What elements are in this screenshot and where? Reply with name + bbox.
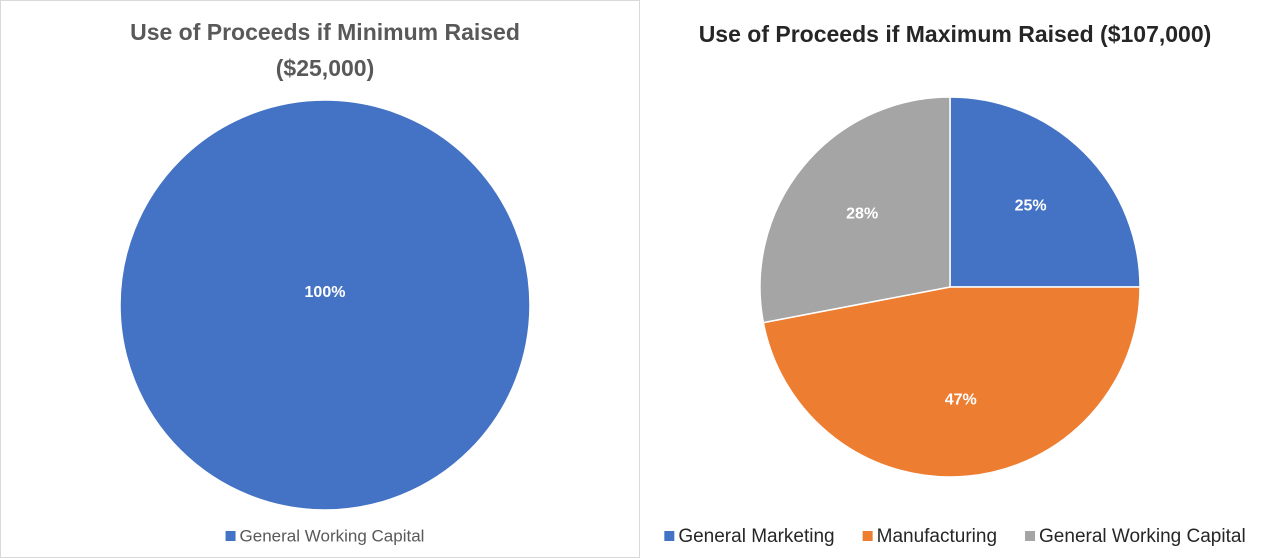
- pie-slice: [762, 286, 1141, 478]
- chart-title: Use of Proceeds if Minimum Raised ($25,0…: [130, 19, 520, 81]
- legend-swatch: [225, 531, 236, 541]
- data-label: 47%: [945, 392, 977, 409]
- pie-slice: [119, 99, 531, 511]
- chart-title: Use of Proceeds if Maximum Raised ($107,…: [698, 21, 1212, 47]
- legend-swatch: [1025, 531, 1036, 541]
- legend-label: General Working Capital: [1039, 526, 1246, 547]
- legend-swatch: [664, 531, 675, 541]
- data-label: 25%: [1015, 198, 1047, 215]
- legend-label: General Marketing: [678, 526, 834, 547]
- pie-slice: [949, 96, 1141, 288]
- data-label: 100%: [305, 284, 346, 301]
- legend-label: General Working Capital: [240, 526, 425, 545]
- legend-swatch: [862, 531, 873, 541]
- legend-label: Manufacturing: [877, 526, 997, 547]
- pie-slice: [759, 96, 951, 324]
- data-label: 28%: [846, 206, 878, 223]
